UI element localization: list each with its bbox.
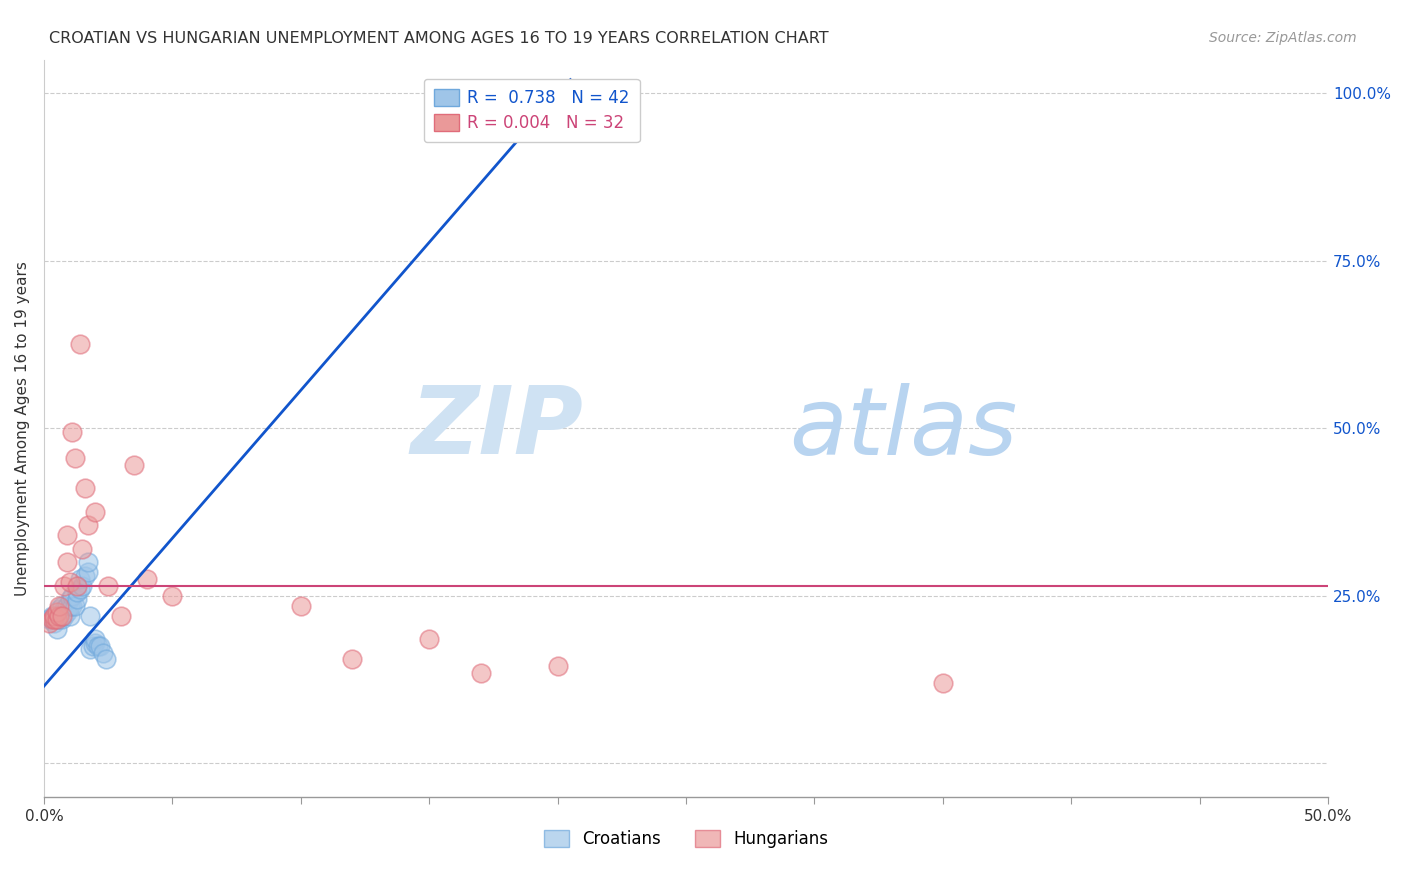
Point <box>58 599 80 613</box>
Point <box>48 612 70 626</box>
Text: Source: ZipAtlas.com: Source: ZipAtlas.com <box>1209 31 1357 45</box>
Point <box>82 639 104 653</box>
Point <box>63 599 86 613</box>
Point <box>51 608 73 623</box>
Point <box>58 592 80 607</box>
Point <box>44 612 66 626</box>
Point <box>76 566 98 580</box>
Point <box>44 608 66 623</box>
Point <box>56 599 79 613</box>
Text: ZIP: ZIP <box>411 382 583 475</box>
Point <box>53 579 76 593</box>
Point <box>76 518 98 533</box>
Point <box>135 572 157 586</box>
Point <box>60 599 83 613</box>
Point <box>470 665 492 680</box>
Point <box>72 579 94 593</box>
Point <box>84 635 107 649</box>
Point <box>66 585 89 599</box>
Point <box>44 615 66 630</box>
Point <box>87 639 110 653</box>
Point <box>48 608 70 623</box>
Point <box>290 599 312 613</box>
Point <box>60 589 83 603</box>
Point <box>41 608 63 623</box>
Point <box>76 555 98 569</box>
Text: atlas: atlas <box>789 383 1017 474</box>
Point <box>97 579 120 593</box>
Point <box>79 608 101 623</box>
Point <box>418 632 440 647</box>
Point <box>84 632 107 647</box>
Point <box>56 606 79 620</box>
Point <box>91 646 114 660</box>
Point <box>45 612 67 626</box>
Point <box>63 451 86 466</box>
Point <box>110 608 132 623</box>
Point <box>38 612 60 626</box>
Point <box>45 612 67 626</box>
Point <box>41 612 63 626</box>
Point <box>84 505 107 519</box>
Y-axis label: Unemployment Among Ages 16 to 19 years: Unemployment Among Ages 16 to 19 years <box>15 260 30 596</box>
Point <box>51 599 73 613</box>
Point <box>79 642 101 657</box>
Point <box>73 568 96 582</box>
Point <box>56 528 79 542</box>
Point <box>69 572 91 586</box>
Point <box>547 659 569 673</box>
Point <box>60 425 83 439</box>
Point <box>41 612 63 626</box>
Point <box>45 606 67 620</box>
Point <box>45 622 67 636</box>
Point <box>89 639 111 653</box>
Point <box>69 337 91 351</box>
Point <box>53 602 76 616</box>
Point <box>69 582 91 596</box>
Point <box>48 599 70 613</box>
Point <box>162 589 184 603</box>
Point <box>73 482 96 496</box>
Point <box>51 608 73 623</box>
Point <box>51 612 73 626</box>
Point <box>38 615 60 630</box>
Point <box>58 608 80 623</box>
Point <box>122 458 145 472</box>
Point <box>56 555 79 569</box>
Legend: Croatians, Hungarians: Croatians, Hungarians <box>537 823 835 855</box>
Point <box>48 608 70 623</box>
Point <box>45 608 67 623</box>
Point <box>53 608 76 623</box>
Point <box>66 579 89 593</box>
Point <box>44 608 66 623</box>
Point <box>44 612 66 626</box>
Text: CROATIAN VS HUNGARIAN UNEMPLOYMENT AMONG AGES 16 TO 19 YEARS CORRELATION CHART: CROATIAN VS HUNGARIAN UNEMPLOYMENT AMONG… <box>49 31 828 46</box>
Point <box>340 652 363 666</box>
Point <box>72 541 94 556</box>
Point <box>58 575 80 590</box>
Point <box>48 602 70 616</box>
Point <box>66 592 89 607</box>
Point <box>932 676 955 690</box>
Point <box>94 652 117 666</box>
